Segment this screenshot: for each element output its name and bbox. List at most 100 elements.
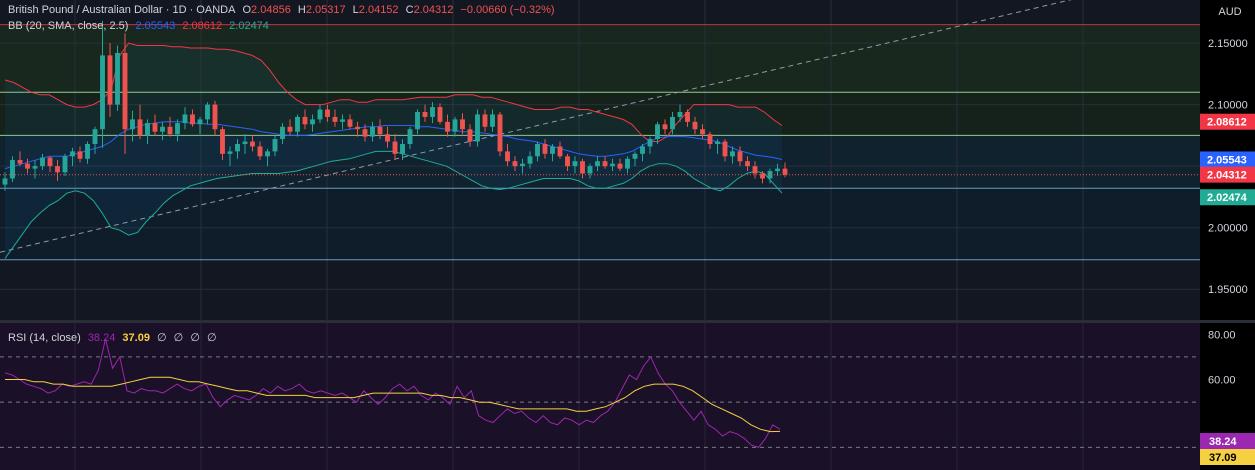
rsi-ma-value: 37.09 bbox=[122, 332, 150, 344]
pane-separator[interactable] bbox=[0, 320, 1255, 323]
candle-body bbox=[685, 112, 690, 122]
rsi-extra-2: ∅ bbox=[173, 332, 184, 344]
candle-body bbox=[2, 178, 8, 185]
candle-body bbox=[662, 124, 668, 130]
candle-body bbox=[647, 139, 653, 147]
rsi-grid-lines bbox=[0, 323, 1200, 470]
candle-body bbox=[632, 153, 638, 159]
candle-body bbox=[25, 163, 30, 169]
price-tag-label: 2.05543 bbox=[1207, 154, 1247, 166]
rsi-tick-label: 80.00 bbox=[1208, 329, 1236, 341]
candle-body bbox=[460, 119, 465, 130]
candle-body bbox=[640, 146, 645, 154]
candle-body bbox=[482, 114, 488, 127]
candle-body bbox=[85, 144, 90, 159]
currency-label[interactable]: AUD bbox=[1205, 0, 1255, 25]
candle-body bbox=[325, 109, 330, 117]
rsi-pane[interactable] bbox=[0, 323, 1200, 470]
candle-body bbox=[452, 119, 458, 132]
candle-body bbox=[100, 55, 105, 130]
candle-body bbox=[92, 129, 98, 144]
candle-body bbox=[302, 116, 308, 125]
symbol-title[interactable]: British Pound / Australian Dollar · 1D ·… bbox=[8, 4, 236, 16]
candle-body bbox=[32, 166, 38, 169]
candle-body bbox=[130, 119, 135, 130]
candle-body bbox=[370, 126, 375, 137]
candle-body bbox=[392, 141, 398, 154]
high-value: H2.05317 bbox=[297, 4, 346, 16]
candle-body bbox=[10, 160, 15, 179]
symbol-legend: British Pound / Australian Dollar · 1D ·… bbox=[8, 4, 559, 16]
candle-body bbox=[62, 156, 68, 173]
candle-body bbox=[542, 144, 548, 154]
candle-body bbox=[385, 134, 390, 142]
candle-body bbox=[445, 121, 450, 132]
candle-body bbox=[197, 119, 203, 125]
candle-body bbox=[167, 126, 173, 135]
candle-body bbox=[47, 157, 53, 167]
rsi-extra-1: ∅ bbox=[157, 332, 167, 344]
candle-body bbox=[137, 119, 143, 136]
candle-body bbox=[520, 163, 525, 167]
candle-body bbox=[737, 151, 743, 162]
candle-body bbox=[400, 144, 405, 154]
candle-body bbox=[775, 168, 780, 172]
candle-body bbox=[557, 146, 563, 157]
candle-body bbox=[527, 156, 533, 164]
rsi-label: RSI (14, close) bbox=[8, 332, 81, 344]
candle-body bbox=[212, 104, 218, 130]
candle-body bbox=[490, 114, 495, 127]
trendline[interactable] bbox=[0, 0, 1200, 253]
rsi-extra-3: ∅ bbox=[190, 332, 200, 344]
zone-band bbox=[0, 188, 1200, 260]
candle-body bbox=[77, 151, 83, 159]
candle-body bbox=[407, 129, 413, 144]
candle-body bbox=[730, 151, 735, 157]
candle-body bbox=[55, 166, 60, 173]
candle-body bbox=[782, 168, 788, 175]
candle-body bbox=[17, 160, 23, 164]
rsi-tag bbox=[1200, 449, 1255, 465]
rsi-lines bbox=[4, 338, 781, 448]
candle-body bbox=[40, 157, 45, 167]
bb-upper-value: 2.08612 bbox=[182, 20, 223, 32]
candle-body bbox=[340, 119, 345, 122]
candle-body bbox=[610, 163, 615, 167]
candle-body bbox=[580, 161, 585, 174]
zone-band bbox=[0, 135, 1200, 189]
candle-body bbox=[227, 151, 233, 154]
candle-body bbox=[182, 114, 188, 124]
candle-body bbox=[572, 161, 578, 167]
candle-body bbox=[587, 166, 593, 174]
candle-body bbox=[497, 114, 503, 152]
candle-body bbox=[767, 171, 773, 179]
rsi-legend[interactable]: RSI (14, close) 38.24 37.09 ∅ ∅ ∅ ∅ bbox=[8, 331, 221, 344]
candle-body bbox=[152, 123, 158, 132]
price-tag bbox=[1200, 151, 1255, 168]
rsi-ma-line bbox=[5, 376, 781, 433]
candle-body bbox=[550, 146, 555, 154]
rsi-tag-label: 37.09 bbox=[1209, 452, 1237, 464]
candle-body bbox=[355, 126, 360, 130]
candle-body bbox=[715, 141, 720, 144]
candle-body bbox=[602, 161, 608, 167]
candle-body bbox=[272, 139, 278, 152]
change-value: −0.00660 (−0.32%) bbox=[460, 4, 555, 16]
rsi-tag-label: 38.24 bbox=[1209, 436, 1237, 448]
candlesticks bbox=[2, 20, 788, 191]
close-value: C2.04312 bbox=[405, 4, 454, 16]
candle-body bbox=[190, 114, 195, 125]
candle-body bbox=[70, 151, 75, 157]
price-tag bbox=[1200, 189, 1255, 206]
candle-body bbox=[505, 151, 510, 162]
candle-body bbox=[115, 52, 120, 105]
candle-body bbox=[175, 123, 180, 135]
candle-body bbox=[332, 116, 338, 122]
bb-legend[interactable]: BB (20, SMA, close, 2.5) 2.05543 2.08612… bbox=[8, 20, 273, 32]
price-tick-label: 2.00000 bbox=[1208, 223, 1248, 235]
candle-body bbox=[535, 144, 540, 157]
candle-body bbox=[745, 161, 750, 167]
price-tick-label: 2.15000 bbox=[1208, 38, 1248, 50]
candle-body bbox=[415, 112, 420, 130]
